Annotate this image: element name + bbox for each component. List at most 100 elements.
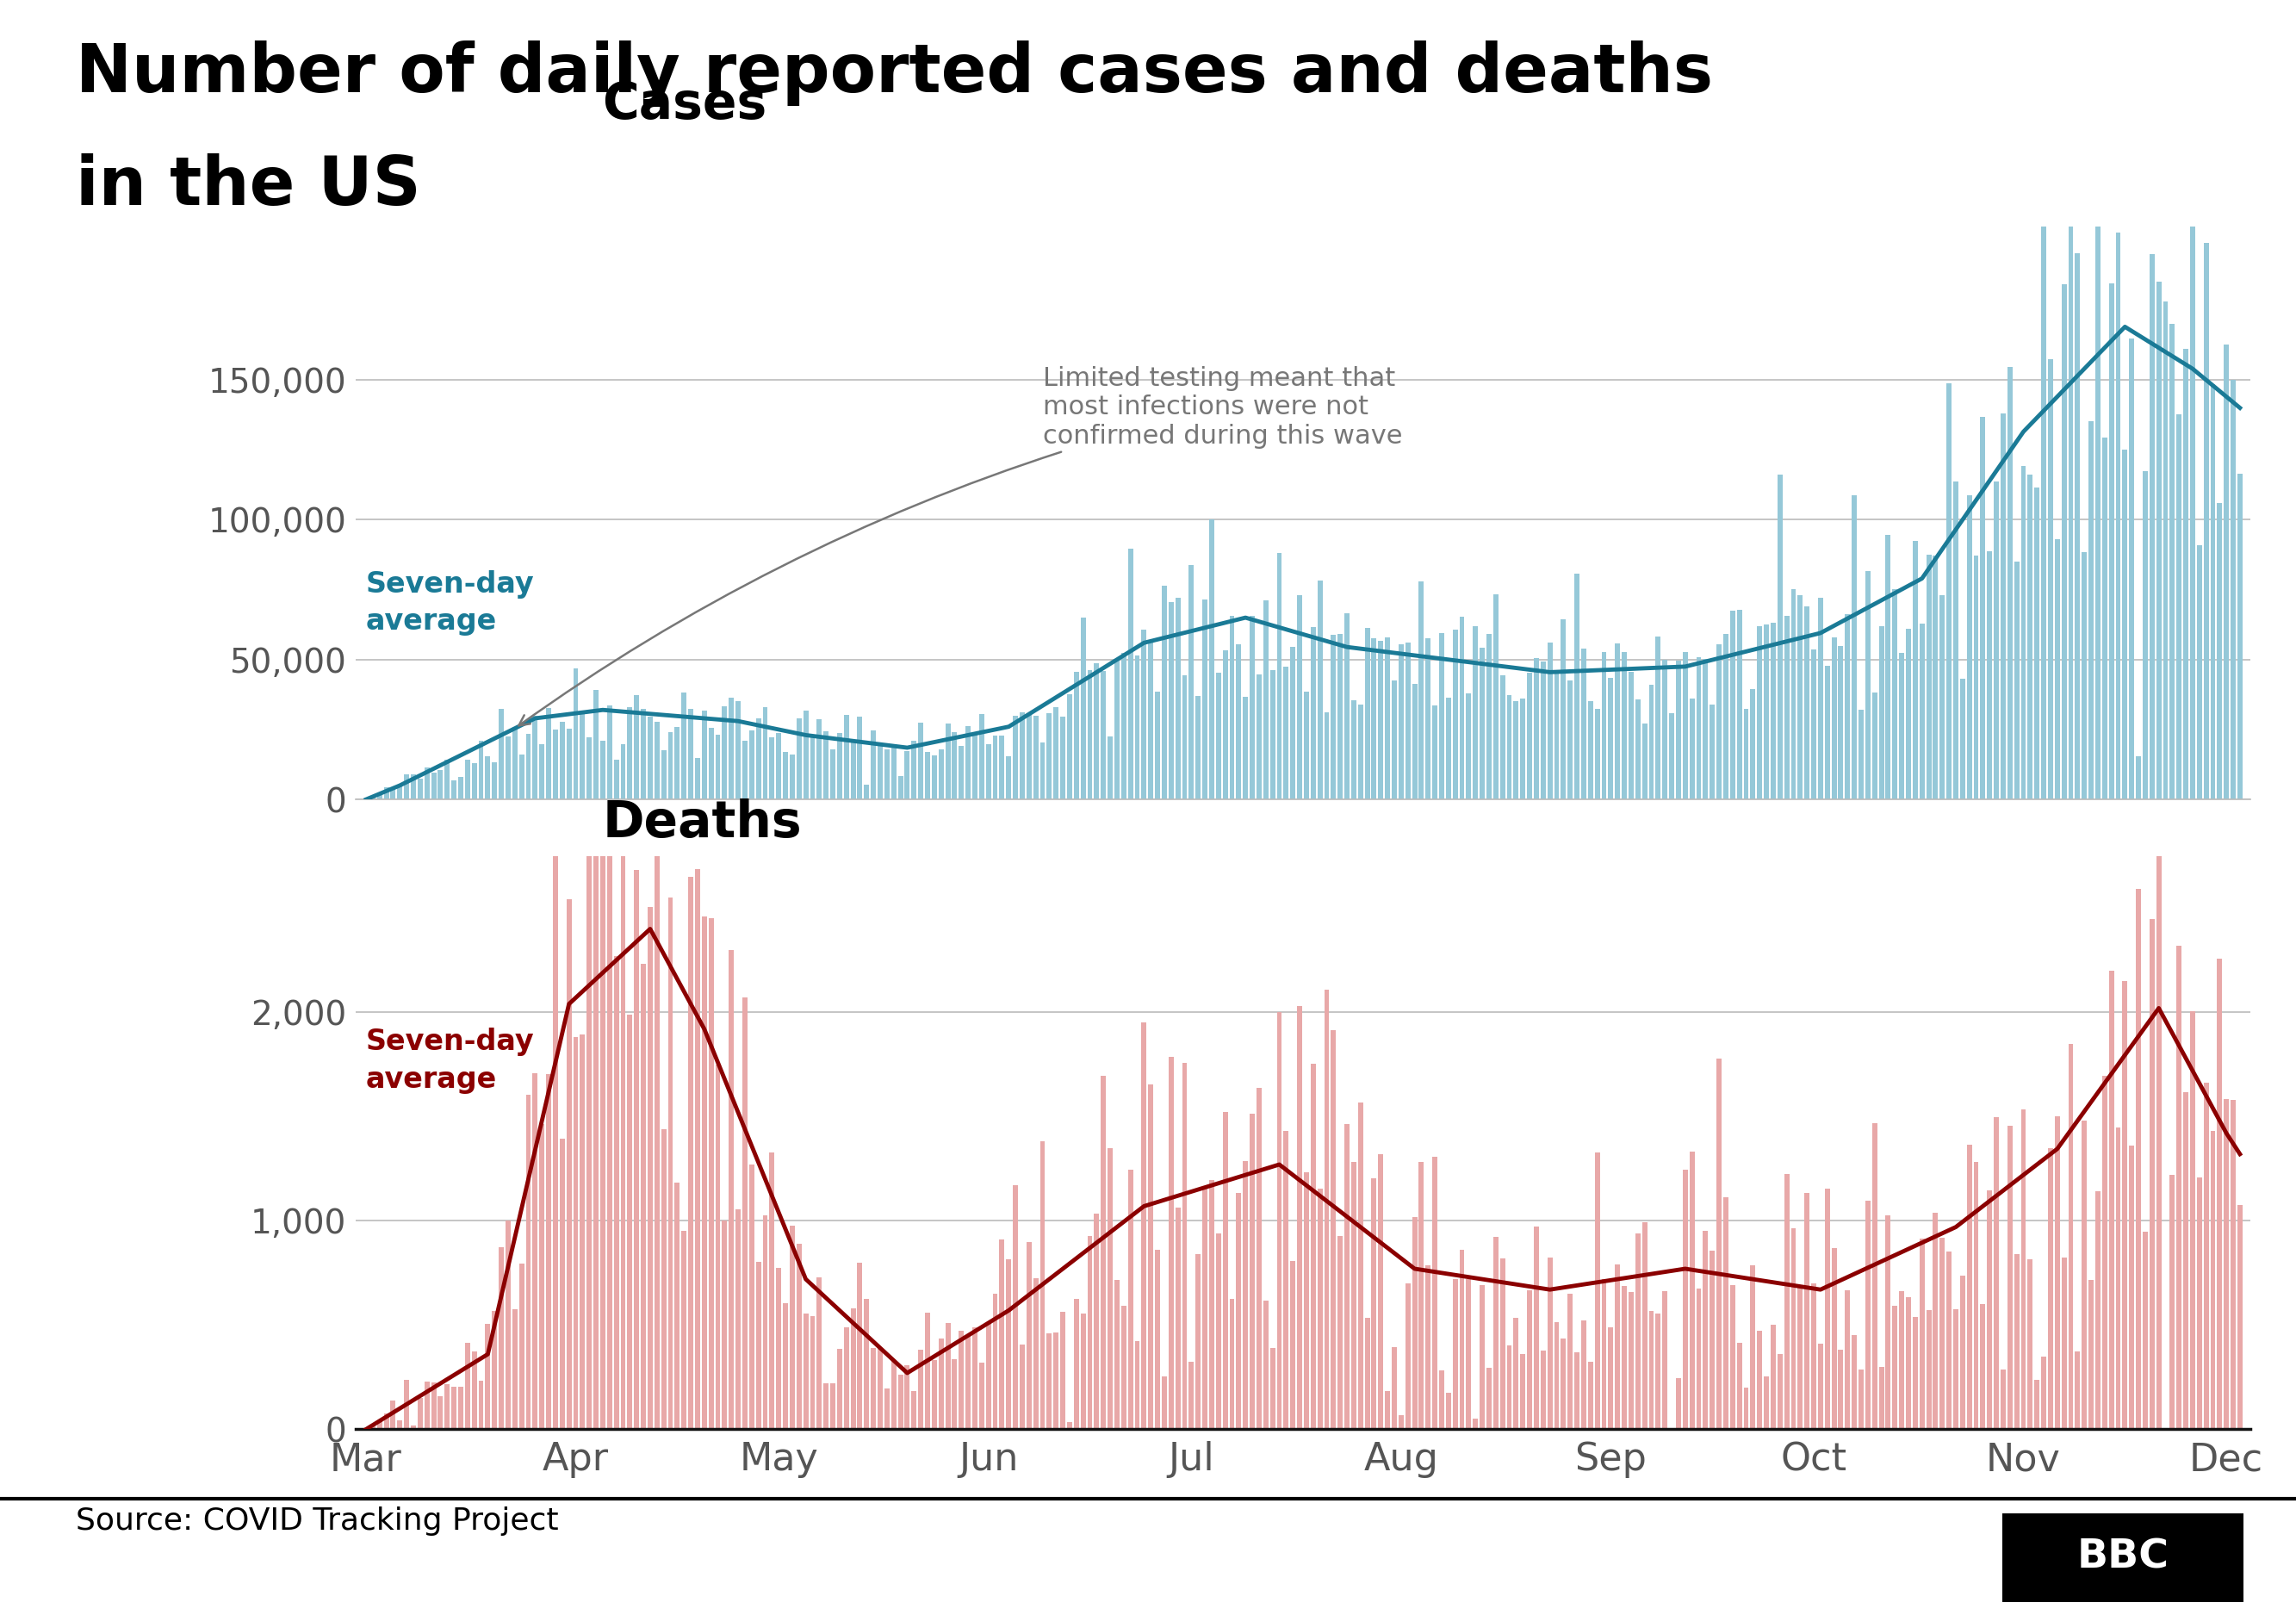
Bar <box>1798 1287 1802 1429</box>
Bar <box>999 1240 1003 1429</box>
Bar <box>574 669 579 799</box>
Bar <box>1419 1161 1424 1429</box>
Bar <box>370 796 374 799</box>
Bar <box>661 749 666 799</box>
Bar <box>526 1095 530 1429</box>
Bar <box>1513 701 1518 799</box>
Bar <box>1878 627 1885 799</box>
Bar <box>978 714 985 799</box>
Bar <box>1182 1063 1187 1429</box>
Bar <box>1384 638 1389 799</box>
Bar <box>1217 1234 1221 1429</box>
Bar <box>1189 1361 1194 1429</box>
Bar <box>790 754 794 799</box>
Bar <box>1120 1305 1127 1429</box>
Bar <box>1304 691 1309 799</box>
Bar <box>1919 623 1924 799</box>
Bar <box>1405 1284 1410 1429</box>
Bar <box>1235 1193 1242 1429</box>
Bar <box>519 754 523 799</box>
Bar <box>2048 1148 2053 1429</box>
Bar <box>1582 648 1587 799</box>
Bar <box>1100 670 1107 799</box>
Bar <box>1100 1076 1107 1429</box>
Bar <box>912 741 916 799</box>
Bar <box>377 1421 381 1429</box>
Bar <box>466 1342 471 1429</box>
Bar <box>2108 284 2115 799</box>
Bar <box>1548 1258 1552 1429</box>
Bar <box>1371 1179 1378 1429</box>
Bar <box>2177 946 2181 1429</box>
Bar <box>1075 1298 1079 1429</box>
Bar <box>1019 712 1024 799</box>
Bar <box>498 709 503 799</box>
Bar <box>1642 724 1646 799</box>
Bar <box>682 693 687 799</box>
Bar <box>2069 1045 2073 1429</box>
Bar <box>1697 1289 1701 1429</box>
Bar <box>1155 691 1159 799</box>
Bar <box>1614 643 1621 799</box>
Bar <box>1704 1231 1708 1429</box>
Bar <box>1791 1229 1795 1429</box>
Bar <box>1486 1368 1492 1429</box>
Bar <box>1249 617 1256 799</box>
Bar <box>2034 1379 2039 1429</box>
Bar <box>1506 1345 1511 1429</box>
Bar <box>1736 1342 1743 1429</box>
Bar <box>1975 1163 1979 1429</box>
Bar <box>641 964 645 1429</box>
Bar <box>1981 417 1986 799</box>
Bar <box>1906 1297 1910 1429</box>
Bar <box>1398 1415 1403 1429</box>
Bar <box>1717 644 1722 799</box>
Bar <box>742 741 748 799</box>
Bar <box>641 709 645 799</box>
Bar <box>2197 1177 2202 1429</box>
Bar <box>1040 1142 1045 1429</box>
Bar <box>1162 1376 1166 1429</box>
Bar <box>1777 475 1782 799</box>
Bar <box>932 1360 937 1429</box>
Bar <box>1277 552 1281 799</box>
Bar <box>452 1387 457 1429</box>
Bar <box>1736 610 1743 799</box>
Bar <box>1589 1361 1593 1429</box>
Bar <box>1162 586 1166 799</box>
Bar <box>1655 1313 1660 1429</box>
Bar <box>689 877 693 1429</box>
Bar <box>877 1349 882 1429</box>
Bar <box>870 1349 877 1429</box>
Bar <box>2020 1110 2025 1429</box>
Bar <box>960 1331 964 1429</box>
Bar <box>776 733 781 799</box>
Bar <box>817 719 822 799</box>
Bar <box>905 751 909 799</box>
Bar <box>2055 539 2060 799</box>
Bar <box>1697 657 1701 799</box>
Bar <box>1467 1279 1472 1429</box>
Bar <box>2149 254 2154 799</box>
Bar <box>721 706 728 799</box>
Bar <box>1446 1394 1451 1429</box>
Bar <box>985 1321 992 1429</box>
Text: Number of daily reported cases and deaths: Number of daily reported cases and death… <box>76 40 1713 107</box>
Bar <box>1176 1208 1180 1429</box>
Bar <box>1933 556 1938 799</box>
Bar <box>1596 709 1600 799</box>
Bar <box>2225 344 2229 799</box>
Bar <box>824 1384 829 1429</box>
Bar <box>1885 1214 1890 1429</box>
Bar <box>891 1361 895 1429</box>
Bar <box>588 738 592 799</box>
Bar <box>1033 715 1038 799</box>
Bar <box>1256 675 1261 799</box>
Bar <box>1013 1185 1017 1429</box>
Bar <box>1864 1200 1871 1429</box>
Bar <box>1520 1353 1525 1429</box>
Bar <box>2211 1130 2216 1429</box>
Bar <box>1662 1292 1667 1429</box>
Bar <box>1426 1266 1430 1429</box>
Bar <box>592 690 599 799</box>
